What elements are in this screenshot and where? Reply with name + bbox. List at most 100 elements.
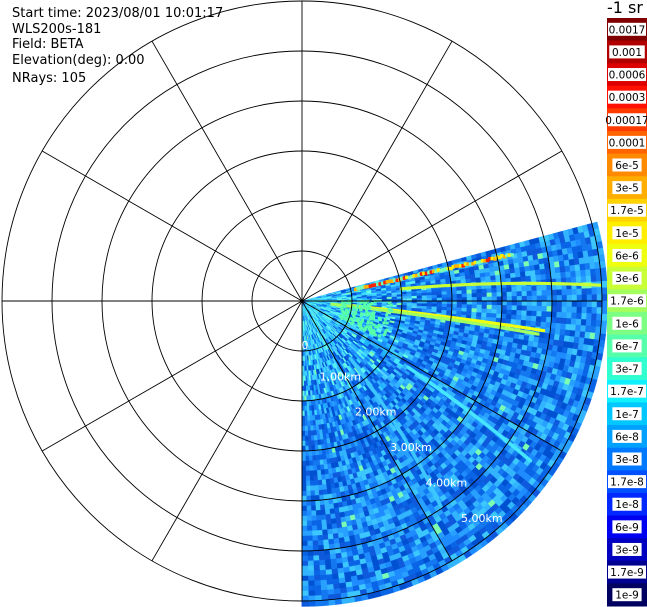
sector-cell <box>601 313 608 322</box>
sector-cell <box>491 292 498 298</box>
sector-cell <box>586 300 593 308</box>
sector-cell <box>304 425 308 432</box>
sector-cell <box>305 460 310 467</box>
sector-cell <box>305 470 310 477</box>
sector-cell <box>551 289 558 296</box>
sector-cell <box>601 307 608 315</box>
sector-cell <box>551 300 558 308</box>
sector-cell <box>571 300 578 308</box>
sector-cell <box>305 480 311 487</box>
sector-cell <box>451 304 458 309</box>
sector-cell <box>466 300 473 306</box>
sector-cell <box>305 500 312 507</box>
sector-cell <box>421 295 428 299</box>
sector-cell <box>511 291 518 297</box>
sector-cell <box>416 295 423 299</box>
sector-cell <box>511 300 518 307</box>
sector-cell <box>591 300 598 308</box>
sector-cell <box>304 435 309 442</box>
sector-cell <box>561 300 568 308</box>
sector-cell <box>601 300 608 309</box>
sector-cell <box>521 295 528 302</box>
sector-cell <box>521 305 528 312</box>
sector-cell <box>305 455 310 462</box>
sector-cell <box>526 305 533 312</box>
sector-cell <box>506 291 513 297</box>
sector-cell <box>461 293 468 298</box>
sector-cell <box>476 292 483 298</box>
sector-cell <box>481 292 488 298</box>
sector-cell <box>306 510 312 517</box>
sector-cell <box>526 295 533 302</box>
sector-cell <box>541 300 548 307</box>
sector-cell <box>600 274 608 282</box>
sector-cell <box>451 300 458 305</box>
sector-cell <box>431 294 438 299</box>
sector-cell <box>556 300 563 308</box>
sector-cell <box>441 294 448 299</box>
sector-cell <box>576 294 583 302</box>
sector-cell <box>456 300 463 305</box>
sector-cell <box>526 290 533 297</box>
sector-cell <box>431 300 438 305</box>
sector-cell <box>601 294 608 302</box>
sector-cell <box>506 300 513 306</box>
sector-cell <box>471 293 478 298</box>
sector-cell <box>556 295 563 302</box>
sector-cell <box>586 294 593 302</box>
sector-cell <box>486 304 493 310</box>
sector-cell <box>306 525 313 532</box>
sector-cell <box>511 305 518 311</box>
sector-cell <box>476 300 483 306</box>
sector-cell <box>531 305 538 312</box>
sector-cell <box>441 300 448 305</box>
sector-cell <box>551 295 558 302</box>
sector-cell <box>436 300 443 305</box>
sector-cell <box>321 599 329 607</box>
sector-cell <box>600 320 608 329</box>
sector-cell <box>304 450 309 457</box>
sector-cell <box>506 305 513 311</box>
sector-cell <box>501 300 508 306</box>
sector-cell <box>307 440 312 447</box>
sector-cell <box>461 304 468 309</box>
sector-cell <box>526 300 533 307</box>
sector-cell <box>486 300 493 306</box>
sector-cell <box>516 300 523 307</box>
sector-cell <box>466 304 473 309</box>
sector-cell <box>466 293 473 298</box>
sector-cell <box>471 304 478 310</box>
sector-cell <box>541 295 548 302</box>
sector-cell <box>561 295 568 302</box>
sector-cell <box>536 305 543 312</box>
sector-cell <box>305 490 311 497</box>
sector-cell <box>566 300 573 308</box>
sector-cell <box>306 505 312 512</box>
sector-cell <box>304 415 308 422</box>
sector-cell <box>304 430 309 437</box>
sector-cell <box>456 304 463 309</box>
sector-cell <box>491 300 498 306</box>
sector-cell <box>305 465 310 472</box>
sector-cell <box>576 300 583 308</box>
sector-cell <box>426 295 433 299</box>
sector-cell <box>308 600 316 607</box>
sector-cell <box>541 306 548 313</box>
sector-cell <box>306 520 313 527</box>
sector-cell <box>501 291 508 298</box>
sector-cell <box>411 295 418 299</box>
sector-cell <box>304 410 308 417</box>
sector-cell <box>581 300 588 308</box>
sector-cell <box>481 304 488 310</box>
sector-cell <box>306 535 313 542</box>
sector-cell <box>581 294 588 302</box>
sector-cell <box>441 291 448 296</box>
sector-cell <box>436 294 443 299</box>
sector-cell <box>571 294 578 302</box>
sector-cell <box>516 305 523 312</box>
sector-cell <box>304 420 308 427</box>
sector-cell <box>481 296 488 302</box>
sector-cell <box>306 540 313 547</box>
sector-cell <box>531 295 538 302</box>
sector-cell <box>476 296 483 302</box>
